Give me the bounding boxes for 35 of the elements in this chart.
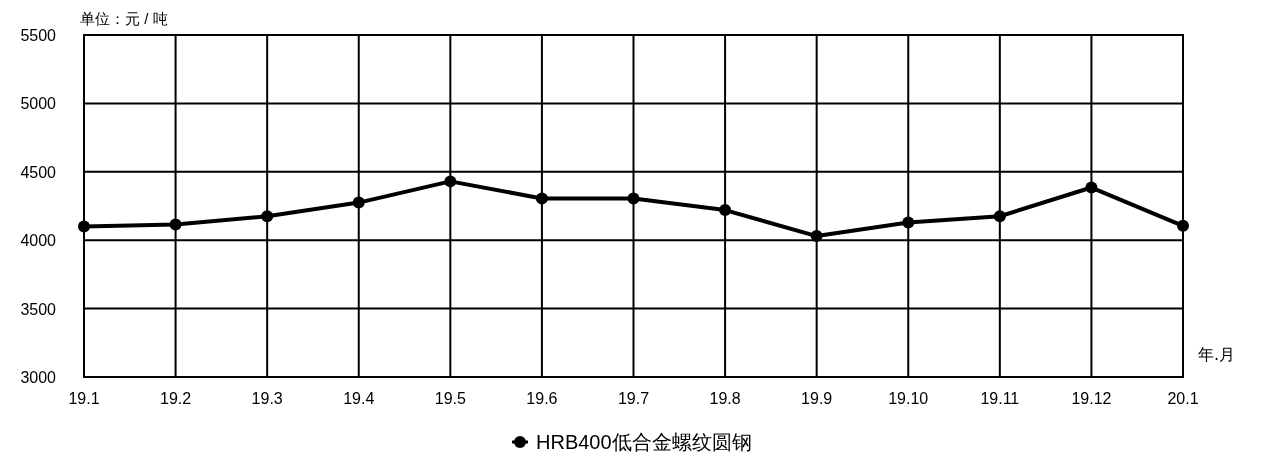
y-tick-label: 3500 [20, 300, 57, 318]
x-tick-label: 19.6 [526, 390, 558, 407]
point [352, 196, 365, 209]
point [261, 210, 274, 223]
x-tick-label: 19.5 [434, 390, 467, 407]
y-tick-label: 5500 [20, 27, 57, 44]
x-axis-title: 年.月 [1198, 345, 1236, 364]
point [810, 230, 823, 243]
x-tick-label: 19.2 [160, 390, 192, 407]
x-tick-label: 19.9 [801, 390, 833, 407]
point [627, 192, 640, 205]
x-tick-label: 19.7 [617, 390, 650, 407]
x-tick-label: 19.12 [1071, 390, 1112, 407]
point [719, 204, 732, 217]
point [78, 220, 90, 233]
x-tick-label: 20.1 [1167, 390, 1199, 407]
point [1085, 181, 1098, 194]
x-tick-label: 19.3 [251, 390, 283, 407]
point [169, 218, 182, 231]
x-tick-label: 19.4 [343, 390, 375, 407]
legend-label: HRB400低合金螺纹圆钢 [536, 431, 752, 453]
point [902, 216, 915, 229]
point [993, 210, 1006, 223]
y-tick-label: 3000 [20, 369, 57, 386]
x-tick-label: 19.10 [888, 390, 929, 407]
y-tick-label: 5000 [20, 95, 57, 113]
y-tick-label: 4500 [20, 163, 57, 181]
point [535, 192, 548, 205]
x-tick-label: 19.8 [709, 390, 741, 407]
y-tick-label: 4000 [20, 232, 57, 250]
y-axis-title: 单位：元 / 吨 [80, 10, 168, 27]
point [444, 175, 457, 188]
point [1177, 219, 1189, 232]
x-tick-label: 19.1 [68, 390, 100, 407]
x-tick-label: 19.11 [980, 390, 1020, 407]
